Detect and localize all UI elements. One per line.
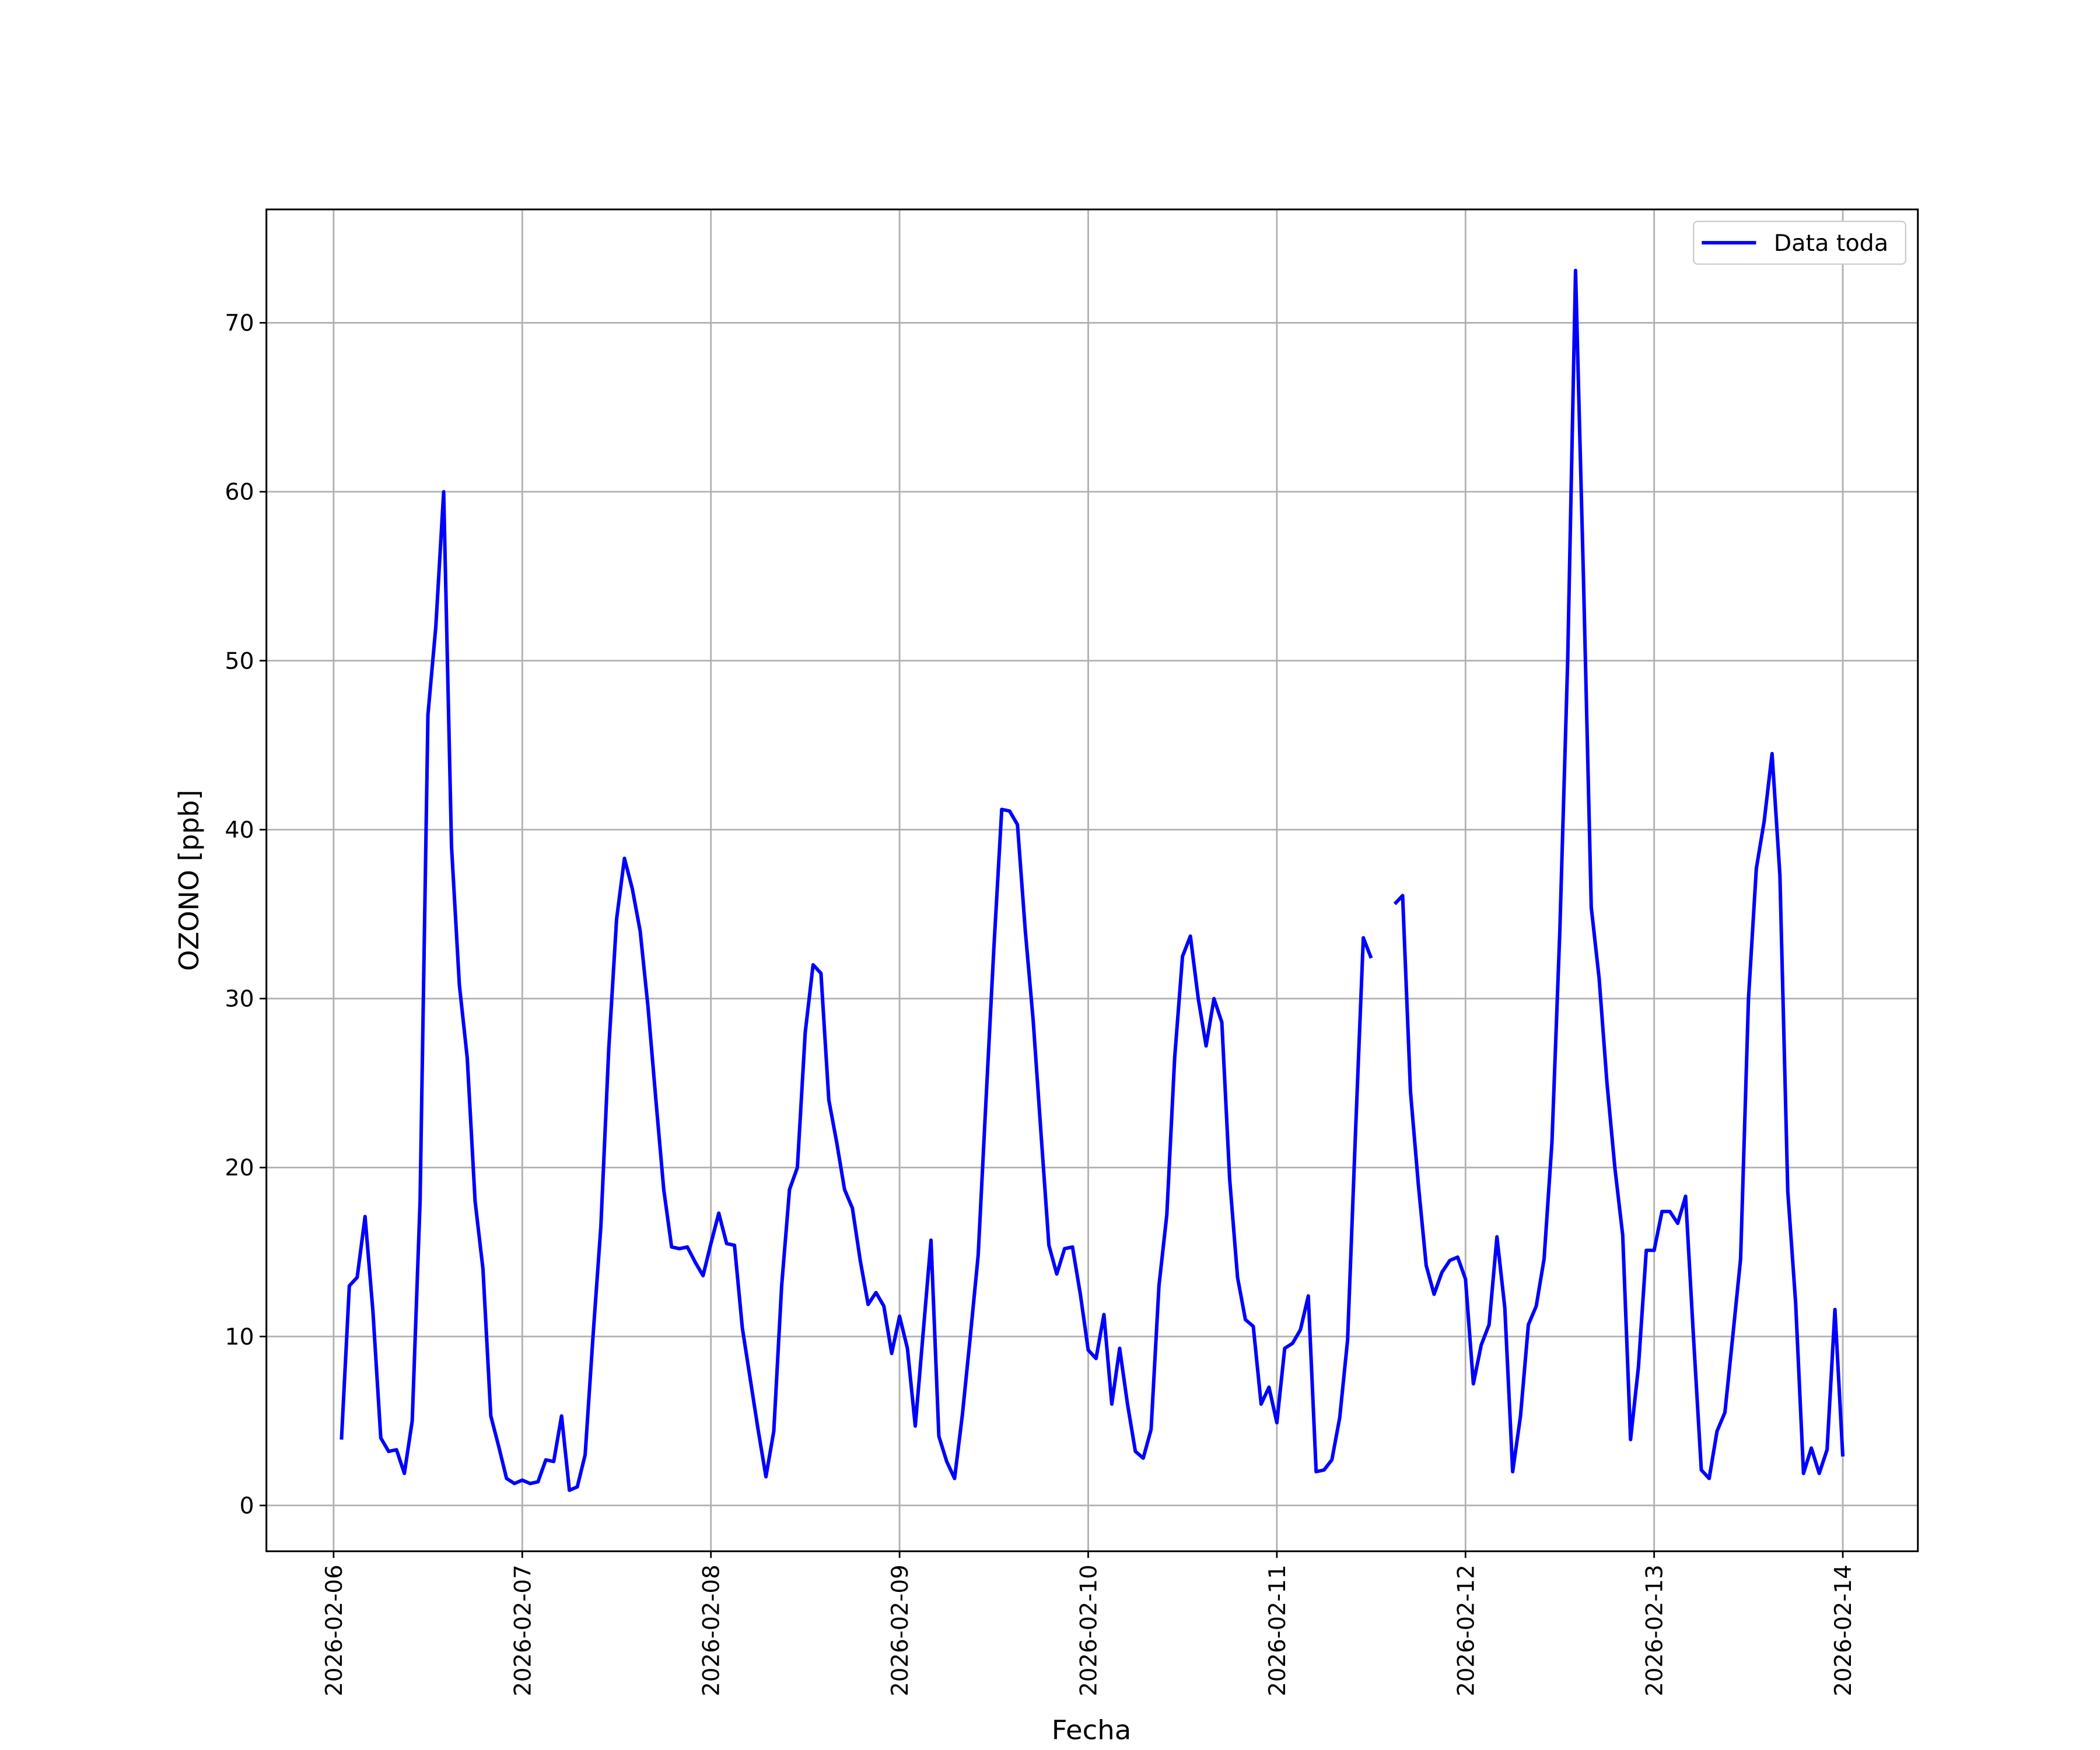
y-tick-label: 50	[225, 649, 254, 675]
x-tick-label: 2026-02-11	[1265, 1564, 1291, 1696]
y-tick-label: 10	[225, 1324, 254, 1350]
x-tick-label: 2026-02-13	[1642, 1564, 1668, 1696]
x-tick-label: 2026-02-06	[321, 1564, 348, 1696]
x-tick-label: 2026-02-12	[1453, 1564, 1479, 1696]
plot-frame	[265, 208, 1919, 1552]
y-tick-label: 20	[225, 1156, 254, 1182]
x-tick-label: 2026-02-07	[510, 1564, 536, 1696]
legend: Data toda	[1693, 220, 1906, 265]
legend-box	[1693, 220, 1906, 265]
data-line	[340, 268, 1845, 1492]
x-tick-label: 2026-02-09	[887, 1564, 914, 1696]
y-tick-label: 60	[225, 480, 254, 506]
y-tick-label: 30	[225, 986, 254, 1013]
y-tick-label: 40	[225, 817, 254, 844]
y-tick-label: 0	[240, 1493, 254, 1520]
y-tick-label: 70	[225, 310, 254, 337]
x-tick-label: 2026-02-10	[1076, 1564, 1102, 1696]
x-tick-label: 2026-02-14	[1831, 1564, 1857, 1696]
legend-label: Data toda	[1774, 230, 1888, 257]
y-axis-label: OZONO [ppb]	[173, 790, 205, 971]
x-axis-label: Fecha	[1052, 1714, 1132, 1745]
x-tick-label: 2026-02-08	[698, 1564, 724, 1696]
